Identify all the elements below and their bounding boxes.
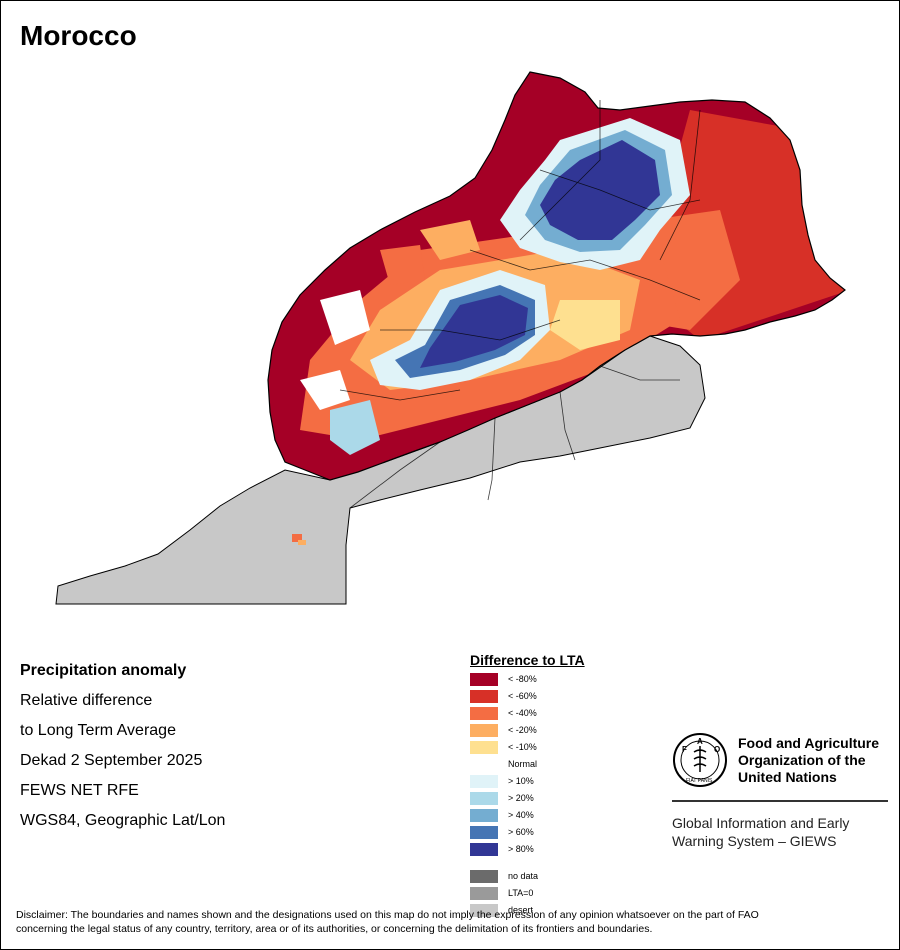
legend-item: > 80% <box>470 842 640 859</box>
fao-logo-icon: F O A FIAT PANIS <box>673 733 727 787</box>
legend-swatch <box>470 870 498 883</box>
org-name-line: Food and Agriculture <box>738 735 880 751</box>
info-line: Relative difference <box>20 692 153 709</box>
system-name-line: Warning System – GIEWS <box>672 833 837 849</box>
fao-logo-letter: O <box>714 745 720 754</box>
legend-swatch <box>470 904 498 917</box>
info-line: WGS84, Geographic Lat/Lon <box>20 812 226 829</box>
divider <box>672 800 888 802</box>
legend-title: Difference to LTA <box>470 652 585 668</box>
map-area <box>55 71 846 605</box>
southern-anomaly-patch <box>292 534 302 542</box>
legend-swatch <box>470 792 498 805</box>
system-name: Global Information and Early Warning Sys… <box>672 814 849 850</box>
legend-label: no data <box>508 871 539 881</box>
disclaimer: Disclaimer: The boundaries and names sho… <box>16 908 886 936</box>
legend: Difference to LTA < -80% < -60% < -40% < -2… <box>470 652 640 920</box>
legend-label: LTA=0 <box>508 888 534 898</box>
legend-swatch <box>470 741 498 754</box>
legend-label: > 20% <box>508 793 534 803</box>
info-line: to Long Term Average <box>20 722 176 739</box>
legend-item: < -10% <box>470 740 640 757</box>
legend-swatch <box>470 673 498 686</box>
disclaimer-line: concerning the legal status of any count… <box>16 923 653 935</box>
legend-label: < -60% <box>508 691 537 701</box>
fao-logo-motto: FIAT PANIS <box>686 778 713 784</box>
map-title: Morocco <box>20 20 137 51</box>
legend-label: > 10% <box>508 776 534 786</box>
legend-swatch <box>470 826 498 839</box>
map-info: Precipitation anomaly Relative differenc… <box>20 656 225 836</box>
legend-item: > 60% <box>470 825 640 842</box>
fao-logo-letter: F <box>682 745 687 754</box>
info-line: Dekad 2 September 2025 <box>20 752 203 769</box>
legend-item: < -40% <box>470 706 640 723</box>
legend-item: < -80% <box>470 672 640 689</box>
info-line: FEWS NET RFE <box>20 782 139 799</box>
legend-item: no data <box>470 869 640 886</box>
legend-item: > 20% <box>470 791 640 808</box>
legend-item: < -20% <box>470 723 640 740</box>
legend-label: Normal <box>508 759 538 769</box>
legend-item: < -60% <box>470 689 640 706</box>
legend-label: > 80% <box>508 844 534 854</box>
legend-item: > 10% <box>470 774 640 791</box>
disclaimer-line: Disclaimer: The boundaries and names sho… <box>16 909 759 921</box>
legend-swatch <box>470 887 498 900</box>
legend-label: < -10% <box>508 742 537 752</box>
legend-swatch <box>470 707 498 720</box>
legend-item: > 40% <box>470 808 640 825</box>
system-name-line: Global Information and Early <box>672 815 850 831</box>
org-name-line: United Nations <box>738 769 837 785</box>
legend-label: > 60% <box>508 827 534 837</box>
legend-swatch <box>470 809 498 822</box>
legend-swatch <box>470 690 498 703</box>
org-name-line: Organization of the <box>738 752 866 768</box>
legend-label: < -40% <box>508 708 537 718</box>
org-name: Food and Agriculture Organization of the… <box>738 735 879 786</box>
legend-label: > 40% <box>508 810 534 820</box>
legend-extra-items: no data LTA=0 desert <box>470 869 640 920</box>
legend-label: < -20% <box>508 725 537 735</box>
legend-items: < -80% < -60% < -40% < -20% < -10% Normal > 10… <box>470 672 640 859</box>
fao-logo-letter: A <box>697 737 703 746</box>
legend-label: < -80% <box>508 674 537 684</box>
legend-item: desert <box>470 903 640 920</box>
legend-swatch <box>470 775 498 788</box>
northern-region-outline <box>267 71 846 481</box>
info-line-title: Precipitation anomaly <box>20 662 187 679</box>
legend-item: LTA=0 <box>470 886 640 903</box>
admin-boundaries <box>339 100 701 509</box>
legend-item: Normal <box>470 757 640 774</box>
legend-swatch <box>470 724 498 737</box>
legend-swatch <box>470 843 498 856</box>
legend-label: desert <box>508 905 534 915</box>
